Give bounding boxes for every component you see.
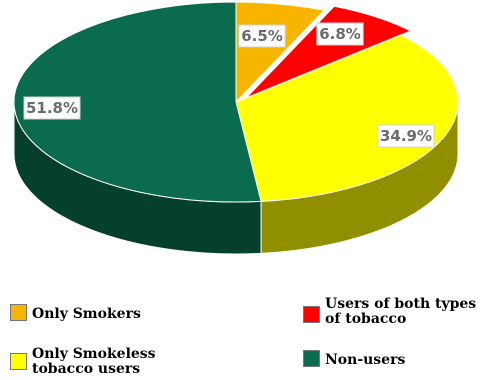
data-label-box-0 [238,24,286,48]
pie-slice-2 [235,34,459,202]
legend-label-only-smokeless: Only Smokeless tobacco users [32,346,156,377]
legend-item-only-smokers: Only Smokers [10,304,141,322]
data-label-box-1 [316,22,364,46]
legend-swatch-both-types [303,306,320,323]
legend-label-only-smokers: Only Smokers [32,306,141,322]
data-label-2: 34.9% [380,127,432,145]
legend-swatch-non-users [303,350,320,367]
data-label-1: 6.8% [319,25,361,43]
legend-swatch-only-smokers [10,304,27,321]
legend-label-non-users: Non-users [325,352,406,368]
data-label-0: 6.5% [241,27,283,45]
legend-item-both-types: Users of both types of tobacco [303,297,476,327]
data-label-box-3 [23,96,81,120]
data-label-3: 51.8% [26,99,78,117]
data-labels: 6.5% 6.8% 34.9% 51.8% [23,22,435,148]
legend-item-only-smokeless: Only Smokeless tobacco users [10,347,156,377]
legend-label-both-types: Users of both types of tobacco [325,296,477,327]
pie-tops [13,1,459,203]
legend-swatch-only-smokeless [10,353,27,370]
pie-slice-3 [13,1,262,203]
data-label-box-2 [377,124,435,148]
legend-item-non-users: Non-users [303,350,405,368]
pie-slice-1 [245,5,412,99]
